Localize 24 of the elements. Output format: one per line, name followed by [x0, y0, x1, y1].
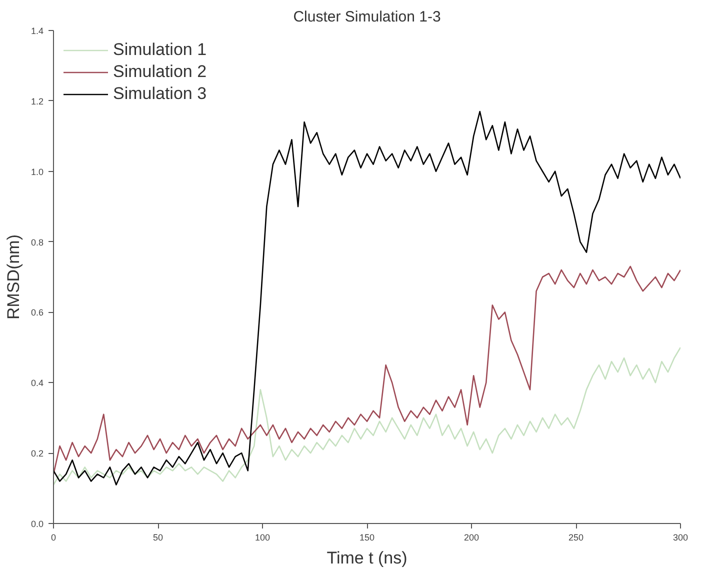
- y-tick-label: 1.4: [30, 26, 44, 36]
- line-series: [54, 346, 680, 486]
- legend-label: Simulation 3: [113, 84, 207, 104]
- x-axis-title: Time t (ns): [326, 548, 408, 568]
- legend-label: Simulation 2: [113, 62, 207, 82]
- y-tick-label: 0.0: [30, 519, 44, 529]
- line-series: [54, 110, 680, 486]
- x-tick-label: 50: [152, 532, 164, 542]
- legend-label: Simulation 1: [113, 40, 207, 60]
- x-tick-label: 0: [50, 532, 56, 542]
- y-tick-label: 0.8: [30, 237, 44, 248]
- y-tick-label: 0.6: [30, 308, 44, 318]
- y-tick-label: 0.2: [30, 448, 44, 459]
- chart-title: Cluster Simulation 1-3: [293, 8, 441, 26]
- x-tick-label: 100: [254, 532, 270, 542]
- y-tick-label: 0.4: [30, 378, 44, 388]
- y-tick-label: 1.0: [30, 166, 44, 177]
- line-series: [54, 266, 680, 475]
- y-axis-title: RMSD(nm): [4, 234, 23, 320]
- x-tick-label: 300: [672, 532, 688, 542]
- y-tick-label: 1.2: [30, 96, 44, 106]
- x-tick-label: 200: [464, 532, 480, 542]
- x-tick-label: 150: [359, 532, 375, 542]
- x-tick-label: 250: [568, 532, 584, 542]
